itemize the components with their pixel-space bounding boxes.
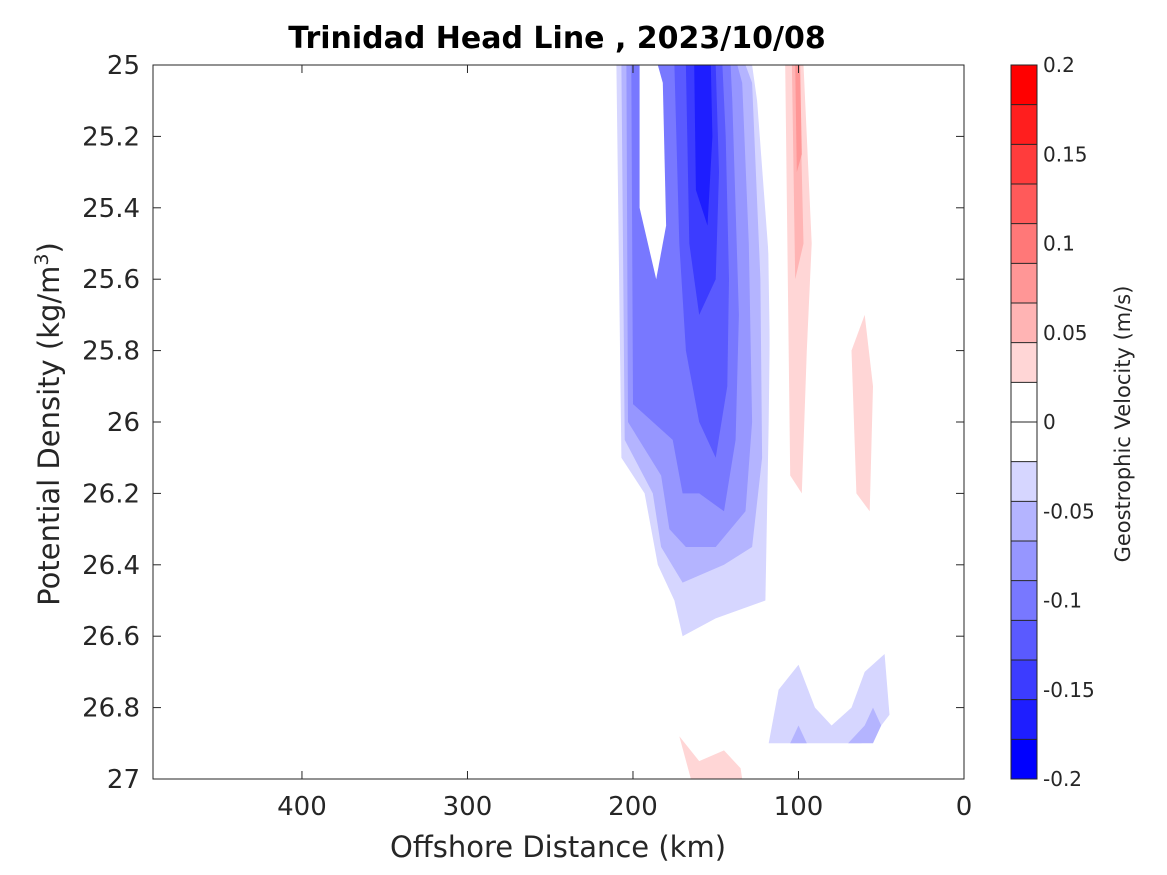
colorbar-segment [1011, 739, 1037, 780]
x-tick-label: 400 [277, 792, 327, 822]
colorbar-segment [1011, 303, 1037, 343]
contour-region [694, 65, 713, 226]
y-tick-label: 25 [107, 51, 140, 81]
contour-region [679, 736, 743, 779]
colorbar-segment [1011, 620, 1037, 661]
y-tick-label: 25.4 [82, 194, 140, 224]
colorbar-tick-label: 0.05 [1043, 321, 1088, 345]
colorbar-frame [1010, 64, 1038, 780]
y-tick-label: 26 [107, 408, 140, 438]
x-axis-label: Offshore Distance (km) [390, 830, 726, 864]
colorbar-segment [1011, 699, 1037, 740]
colorbar-segment [1011, 501, 1037, 542]
colorbar-segment [1011, 660, 1037, 700]
colorbar-segment [1011, 223, 1037, 264]
y-tick-label: 26.8 [82, 694, 140, 724]
contour-region [768, 654, 890, 744]
x-tick-label: 0 [956, 792, 973, 822]
y-tick-label: 26.4 [82, 551, 140, 581]
chart-title: Trinidad Head Line , 2023/10/08 [288, 21, 825, 56]
colorbar-segment [1011, 144, 1037, 185]
colorbar-segment [1011, 541, 1037, 581]
colorbar-ticks: 0.2 0.15 0.1 0.05 0 -0.05 -0.1 -0.15 -0.2 [1043, 53, 1095, 791]
colorbar-label: Geostrophic Velocity (m/s) [1111, 286, 1135, 563]
y-tick-label: 25.6 [82, 265, 140, 295]
x-axis-ticks: 400 300 200 100 0 [277, 65, 972, 822]
colorbar [1010, 64, 1038, 780]
contour-region [791, 65, 804, 280]
colorbar-segment [1011, 263, 1037, 304]
colorbar-tick-label: 0.2 [1043, 53, 1075, 77]
contour-region [851, 314, 873, 512]
y-tick-label: 25.8 [82, 337, 140, 367]
colorbar-segment [1011, 461, 1037, 502]
y-tick-label: 26.6 [82, 622, 140, 652]
y-axis-ticks: 25 25.2 25.4 25.6 25.8 26 26.2 26.4 26.6 26.8 27 [82, 51, 964, 795]
contour-fills [616, 65, 902, 779]
y-tick-label: 27 [107, 765, 140, 795]
x-tick-label: 300 [443, 792, 493, 822]
colorbar-segment [1011, 104, 1037, 145]
contour-region [848, 707, 882, 744]
colorbar-tick-label: -0.2 [1043, 767, 1082, 791]
y-axis-label-main: Potential Density (kg/m [32, 266, 66, 606]
colorbar-tick-label: 0 [1043, 410, 1056, 434]
colorbar-segment [1011, 184, 1037, 224]
colorbar-tick-label: -0.05 [1043, 499, 1095, 523]
x-tick-label: 100 [774, 792, 824, 822]
y-tick-label: 25.2 [82, 122, 140, 152]
y-axis-label: Potential Density (kg/m3) [31, 242, 66, 606]
y-axis-label-superscript: 3 [31, 253, 53, 265]
y-axis-label-tail: ) [32, 242, 66, 253]
colorbar-segment [1011, 422, 1037, 462]
x-tick-label: 200 [608, 792, 658, 822]
colorbar-segment [1011, 580, 1037, 621]
colorbar-tick-label: 0.15 [1043, 142, 1088, 166]
colorbar-tick-label: -0.15 [1043, 678, 1095, 702]
contour-region [795, 65, 802, 173]
contour-region [790, 725, 807, 744]
colorbar-segment [1011, 65, 1037, 105]
colorbar-segment [1011, 342, 1037, 383]
colorbar-tick-label: -0.1 [1043, 589, 1082, 613]
contour-region [785, 65, 812, 494]
contour-region [639, 65, 667, 280]
colorbar-tick-label: 0.1 [1043, 232, 1075, 256]
colorbar-segment [1011, 382, 1037, 423]
y-tick-label: 26.2 [82, 479, 140, 509]
